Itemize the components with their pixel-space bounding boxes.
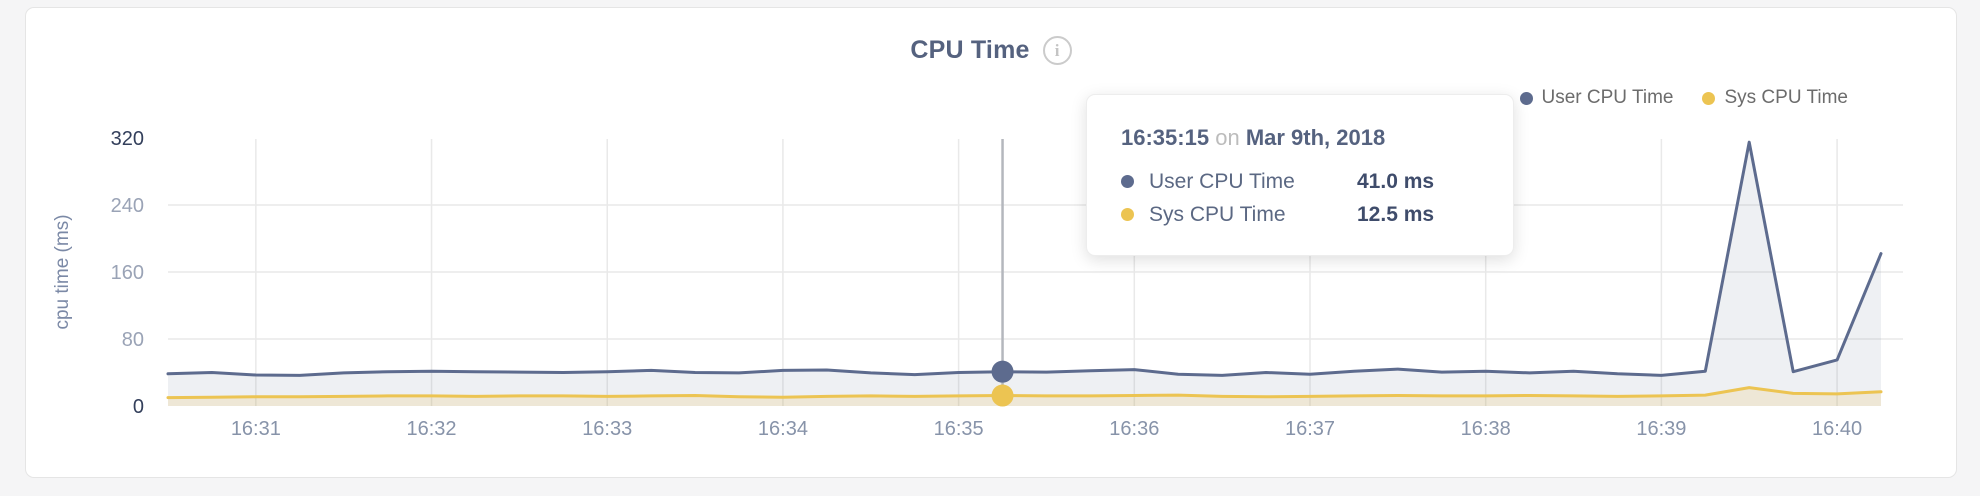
tooltip-series-label: Sys CPU Time [1149,202,1286,226]
info-icon[interactable]: i [1042,36,1072,65]
x-tick-label: 16:36 [1109,418,1159,440]
y-tick-label: 80 [122,329,144,351]
legend-item-label: Sys CPU Time [1724,87,1848,108]
tooltip-time: 16:35:15 [1121,125,1210,150]
chart-tooltip: 16:35:15 on Mar 9th, 2018 User CPU Time 4… [1086,94,1514,256]
tooltip-rows: User CPU Time 41.0 ms Sys CPU Time 12.5 ms [1121,165,1485,231]
hover-marker-dot [991,360,1014,383]
chart-canvas[interactable]: 16:31 16:32 16:33 16:34 16:35 16:36 16:37 16:38… [26,8,1956,477]
series-color-dot-icon [1121,208,1134,221]
chart-header: CPU Time i [26,36,1956,65]
info-icon-glyph: i [1054,40,1060,60]
x-tick-label: 16:34 [758,418,808,440]
chart-card: CPU Time i User CPU Time Sys CPU Time 16:… [25,7,1957,478]
series-line [166,386,1883,400]
tooltip-row: User CPU Time 41.0 ms [1121,165,1485,198]
series-color-dot-icon [1519,91,1533,105]
tooltip-connector: on [1215,125,1240,150]
tooltip-series-label: User CPU Time [1149,169,1295,193]
tooltip-row: Sys CPU Time 12.5 ms [1121,198,1485,231]
x-tick-label: 16:32 [407,418,457,440]
tooltip-title: 16:35:15 on Mar 9th, 2018 [1121,125,1485,151]
legend-item[interactable]: User CPU Time [1519,87,1674,109]
x-tick-label: 16:37 [1285,418,1335,440]
chart-title: CPU Time [910,36,1030,64]
y-tick-label: 240 [111,195,144,217]
x-tick-label: 16:39 [1636,418,1686,440]
x-tick-label: 16:35 [934,418,984,440]
tooltip-date: Mar 9th, 2018 [1245,125,1386,150]
x-tick-label: 16:31 [231,418,281,440]
series-line [166,140,1883,377]
x-tick-label: 16:33 [582,418,632,440]
legend-item[interactable]: Sys CPU Time [1702,87,1848,109]
y-axis-title: cpu time (ms) [52,214,73,329]
y-tick-label: 160 [111,262,144,284]
x-tick-label: 16:40 [1812,418,1862,440]
x-tick-label: 16:38 [1461,418,1511,440]
series-color-dot-icon [1702,91,1716,105]
legend-item-label: User CPU Time [1541,87,1674,108]
y-tick-label: 320 [111,128,144,150]
series-area [168,142,1881,406]
y-tick-label: 0 [133,396,144,418]
tooltip-series-value: 12.5 ms [1357,202,1435,226]
tooltip-series-value: 41.0 ms [1357,169,1435,193]
legend: User CPU Time Sys CPU Time [1519,87,1848,109]
hover-marker-dot [991,384,1014,407]
series-color-dot-icon [1121,175,1134,188]
